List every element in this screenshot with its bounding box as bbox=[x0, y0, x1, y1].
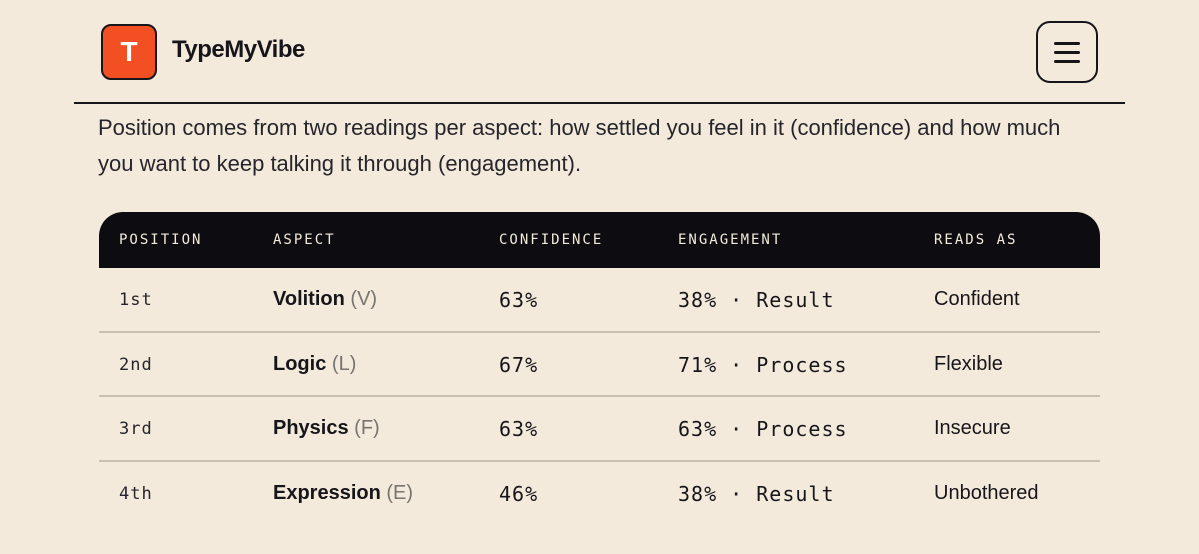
column-header-aspect: ASPECT bbox=[273, 232, 336, 248]
engagement-cell: 71% · Process bbox=[678, 352, 848, 377]
aspect-name: Volition bbox=[273, 288, 345, 310]
hamburger-menu-icon bbox=[1054, 50, 1080, 54]
aspect-code: (F) bbox=[354, 417, 380, 439]
engagement-cell: 38% · Result bbox=[678, 288, 835, 312]
intro-text: Position comes from two readings per asp… bbox=[98, 115, 1061, 176]
table-row: 3rd Physics (F) 63% 63% · Process Insecu… bbox=[99, 397, 1100, 462]
reads-as-cell: Confident bbox=[934, 288, 1020, 310]
logo-icon[interactable]: T bbox=[101, 24, 157, 80]
hamburger-menu-icon bbox=[1054, 59, 1080, 63]
position-cell: 1st bbox=[119, 290, 153, 310]
column-header-reads-as: READS AS bbox=[934, 232, 1018, 248]
aspect-code: (L) bbox=[331, 352, 357, 375]
menu-button[interactable] bbox=[1036, 21, 1098, 83]
reads-as-cell: Flexible bbox=[934, 352, 1003, 375]
confidence-cell: 46% bbox=[499, 481, 539, 506]
position-cell: 3rd bbox=[119, 419, 153, 439]
confidence-cell: 63% bbox=[499, 288, 539, 312]
table-row: 2nd Logic (L) 67% 71% · Process Flexible bbox=[99, 333, 1100, 397]
position-cell: 4th bbox=[119, 483, 153, 504]
engagement-cell: 38% · Result bbox=[678, 481, 835, 506]
confidence-cell: 67% bbox=[499, 352, 539, 377]
confidence-cell: 63% bbox=[499, 417, 539, 441]
column-header-position: POSITION bbox=[119, 232, 203, 248]
aspect-code: (V) bbox=[350, 288, 378, 310]
column-header-confidence: CONFIDENCE bbox=[499, 232, 604, 248]
table-row: 4th Expression (E) 46% 38% · Result Unbo… bbox=[99, 462, 1100, 527]
aspect-cell: Logic (L) bbox=[273, 353, 356, 376]
aspect-cell: Volition (V) bbox=[273, 288, 377, 311]
engagement-cell: 63% · Process bbox=[678, 417, 848, 441]
aspect-name: Logic bbox=[273, 352, 327, 375]
hamburger-menu-icon bbox=[1054, 41, 1080, 45]
table-row: 1st Volition (V) 63% 38% · Result Confid… bbox=[99, 268, 1100, 333]
aspect-cell: Physics (F) bbox=[273, 417, 380, 440]
positions-table: POSITION ASPECT CONFIDENCE ENGAGEMENT RE… bbox=[99, 212, 1100, 526]
brand-name[interactable]: TypeMyVibe bbox=[172, 36, 305, 63]
table-header: POSITION ASPECT CONFIDENCE ENGAGEMENT RE… bbox=[99, 212, 1100, 268]
position-cell: 2nd bbox=[119, 354, 153, 375]
aspect-code: (E) bbox=[386, 481, 414, 504]
reads-as-cell: Insecure bbox=[934, 417, 1011, 439]
site-header: T TypeMyVibe bbox=[74, 0, 1125, 104]
aspect-name: Expression bbox=[273, 481, 381, 504]
reads-as-cell: Unbothered bbox=[934, 481, 1039, 504]
aspect-name: Physics bbox=[273, 417, 349, 439]
column-header-engagement: ENGAGEMENT bbox=[678, 232, 783, 248]
aspect-cell: Expression (E) bbox=[273, 482, 413, 505]
